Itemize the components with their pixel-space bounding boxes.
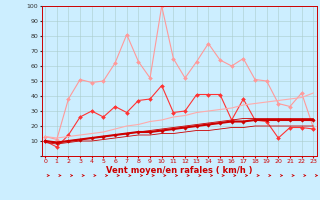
X-axis label: Vent moyen/en rafales ( km/h ): Vent moyen/en rafales ( km/h ) [106,166,252,175]
